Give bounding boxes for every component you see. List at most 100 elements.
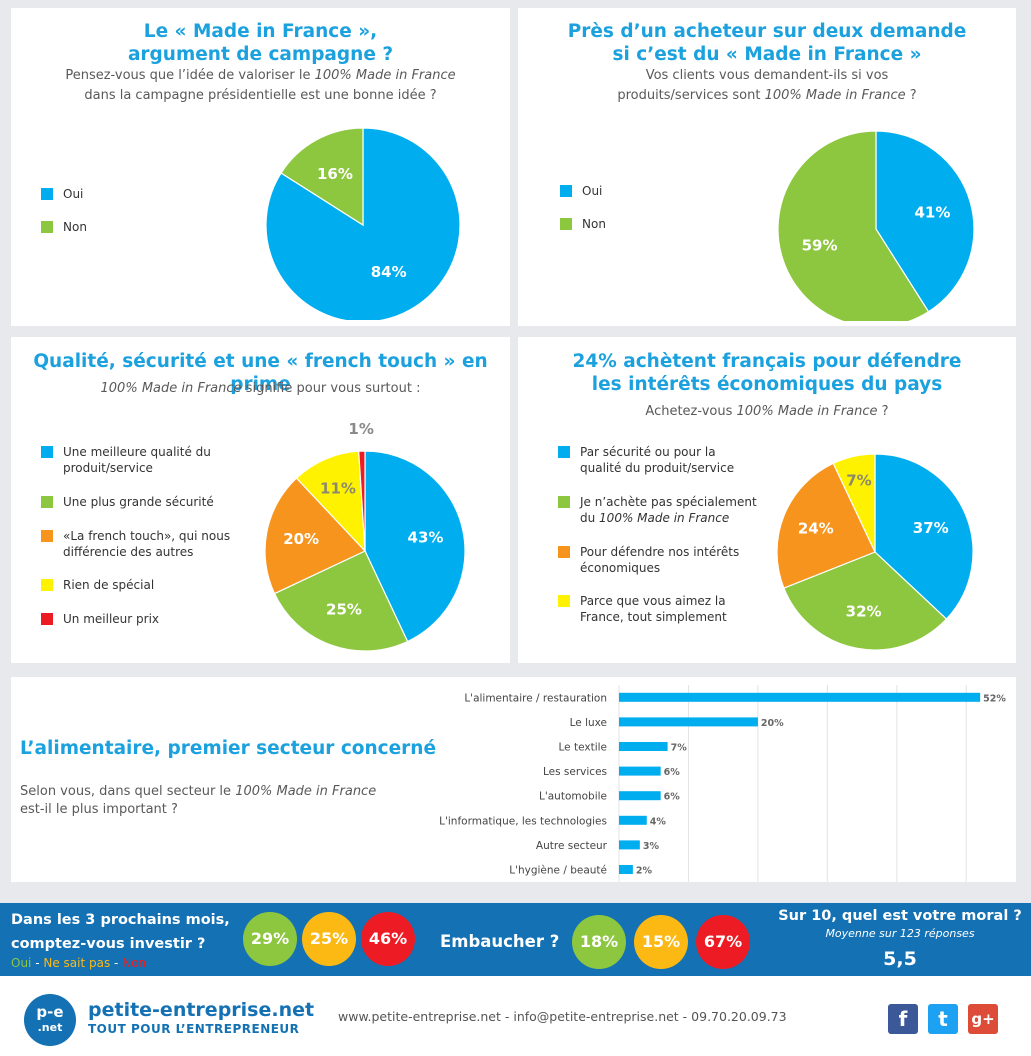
legend-swatch: [41, 579, 53, 591]
slice-value-label: 1%: [348, 420, 373, 438]
bar-value-label: 6%: [664, 767, 681, 778]
brand-logo: p-e .net: [24, 994, 76, 1046]
panel-subtitle-line1: Vos clients vous demandent-ils si vos: [645, 68, 889, 83]
panel-subtitle-line1: Pensez-vous que l’idée de valoriser le 1…: [65, 68, 456, 83]
slice-value-label: 43%: [408, 528, 444, 546]
moral-subtitle: Moyenne sur 123 réponses: [825, 927, 975, 940]
contact-info[interactable]: www.petite-entreprise.net - info@petite-…: [338, 1009, 787, 1024]
logo-bottom-text: .net: [37, 1021, 63, 1034]
legend-swatch: [558, 595, 570, 607]
invest-no-circle: 46%: [361, 912, 415, 966]
pie-slice: [358, 450, 366, 552]
bar-value-label: 7%: [671, 743, 688, 754]
bar-category-label: Le textile: [559, 742, 607, 754]
brand-tagline: TOUT POUR L’ENTREPRENEUR: [88, 1022, 300, 1036]
google-plus-icon[interactable]: g+: [968, 1004, 998, 1034]
hire-no-circle: 67%: [696, 915, 750, 969]
bar: [619, 840, 640, 850]
panel-subtitle: 100% Made in France signifie pour vous s…: [100, 381, 421, 396]
panel-sectors: L’alimentaire, premier secteur concerné …: [11, 677, 1016, 882]
panel-title-line2: les intérêts économiques du pays: [591, 374, 943, 395]
bar-value-label: 3%: [643, 841, 660, 852]
panel-title-line1: Le « Made in France »,: [143, 21, 378, 42]
bar: [619, 766, 661, 776]
slice-value-label: 24%: [798, 520, 834, 538]
pie-slice: [273, 550, 409, 652]
invest-question-line1: Dans les 3 prochains mois,: [11, 912, 230, 928]
pie-chart-meaning: 43% 25% 20% 11% 1%: [265, 420, 466, 652]
panel-title-line1: Près d’un acheteur sur deux demande: [567, 21, 967, 42]
legend-swatch: [558, 446, 570, 458]
panel-subtitle-line2: produits/services sont 100% Made in Fran…: [617, 88, 917, 103]
bar-value-label: 6%: [664, 792, 681, 803]
panel-subtitle-line2: dans la campagne présidentielle est une …: [84, 88, 437, 103]
legend-swatch: [560, 185, 572, 197]
hire-unsure-circle: 15%: [634, 915, 688, 969]
moral-question: Sur 10, quel est votre moral ?: [778, 908, 1022, 924]
pie-slice: [280, 127, 364, 227]
bar-value-label: 4%: [650, 816, 667, 827]
slice-value-label: 84%: [371, 263, 407, 281]
bar-value-label: 2%: [636, 866, 653, 877]
legend-swatch: [41, 446, 53, 458]
invest-question-line2: comptez-vous investir ?: [11, 936, 206, 952]
panel-title: Qualité, sécurité et une « french touch …: [33, 351, 488, 395]
bar-category-label: Autre secteur: [536, 840, 608, 852]
pie-slice: [776, 462, 876, 589]
slice-value-label: 20%: [283, 530, 319, 548]
invest-legend: Oui - Ne sait pas - Non: [11, 956, 147, 970]
pie-chart-campaign: 84% 16%: [265, 127, 461, 320]
slice-value-label: 11%: [320, 480, 356, 498]
slice-value-label: 7%: [846, 471, 871, 489]
legend-swatch: [41, 530, 53, 542]
survey-summary-bar: Dans les 3 prochains mois, comptez-vous …: [0, 903, 1031, 976]
legend-swatch: [41, 613, 53, 625]
panel-buyer-asks: Près d’un acheteur sur deux demande si c…: [518, 8, 1016, 326]
pie-slice: [832, 453, 876, 553]
legend-swatch: [560, 218, 572, 230]
facebook-icon[interactable]: f: [888, 1004, 918, 1034]
moral-value: 5,5: [883, 948, 917, 970]
pie-slice: [364, 450, 466, 643]
panel-subtitle: Achetez-vous 100% Made in France ?: [645, 404, 889, 419]
pie-slice: [265, 477, 367, 595]
bar-chart-sectors: L'alimentaire / restauration 52% Le luxe 20…: [439, 685, 1006, 882]
panel-meaning: Qualité, sécurité et une « french touch …: [11, 337, 510, 663]
pie-slice: [783, 551, 948, 651]
legend-swatch: [558, 496, 570, 508]
pie-slice: [295, 450, 366, 553]
hire-question: Embaucher ?: [440, 932, 560, 951]
panel-subtitle-line1: Selon vous, dans quel secteur le 100% Ma…: [20, 784, 377, 799]
bar: [619, 717, 758, 727]
bar: [619, 815, 647, 825]
panel-why-buy: 24% achètent français pour défendre les …: [518, 337, 1016, 663]
pie-slice: [777, 130, 930, 321]
slice-value-label: 41%: [915, 204, 951, 222]
pie-chart-buyer-asks: 41% 59%: [777, 130, 975, 321]
bar-value-label: 52%: [983, 693, 1006, 704]
logo-top-text: p-e: [36, 1003, 64, 1021]
legend-swatch: [41, 188, 53, 200]
bar-category-label: L'informatique, les technologies: [439, 815, 607, 827]
panel-campaign: Le « Made in France », argument de campa…: [11, 8, 510, 326]
bar: [619, 865, 633, 874]
bar: [619, 791, 661, 801]
hire-yes-circle: 18%: [572, 915, 626, 969]
slice-value-label: 37%: [913, 519, 949, 537]
legend-swatch: [41, 496, 53, 508]
bar-category-label: Le luxe: [570, 717, 607, 729]
bar-category-label: L'automobile: [539, 791, 607, 803]
bar: [619, 742, 668, 751]
legend-swatch: [41, 221, 53, 233]
bar: [619, 692, 981, 702]
slice-value-label: 32%: [846, 603, 882, 621]
brand-name: petite-entreprise.net: [88, 999, 315, 1021]
legend-swatch: [558, 546, 570, 558]
bar-category-label: L'alimentaire / restauration: [464, 692, 607, 704]
pie-chart-why-buy: 37% 32% 24% 7%: [776, 453, 974, 651]
panel-title-line2: si c’est du « Made in France »: [612, 44, 922, 65]
twitter-icon[interactable]: t: [928, 1004, 958, 1034]
panel-title-line2: argument de campagne ?: [127, 44, 394, 65]
bar-category-label: Les services: [543, 766, 607, 778]
panel-title: L’alimentaire, premier secteur concerné: [20, 738, 437, 759]
